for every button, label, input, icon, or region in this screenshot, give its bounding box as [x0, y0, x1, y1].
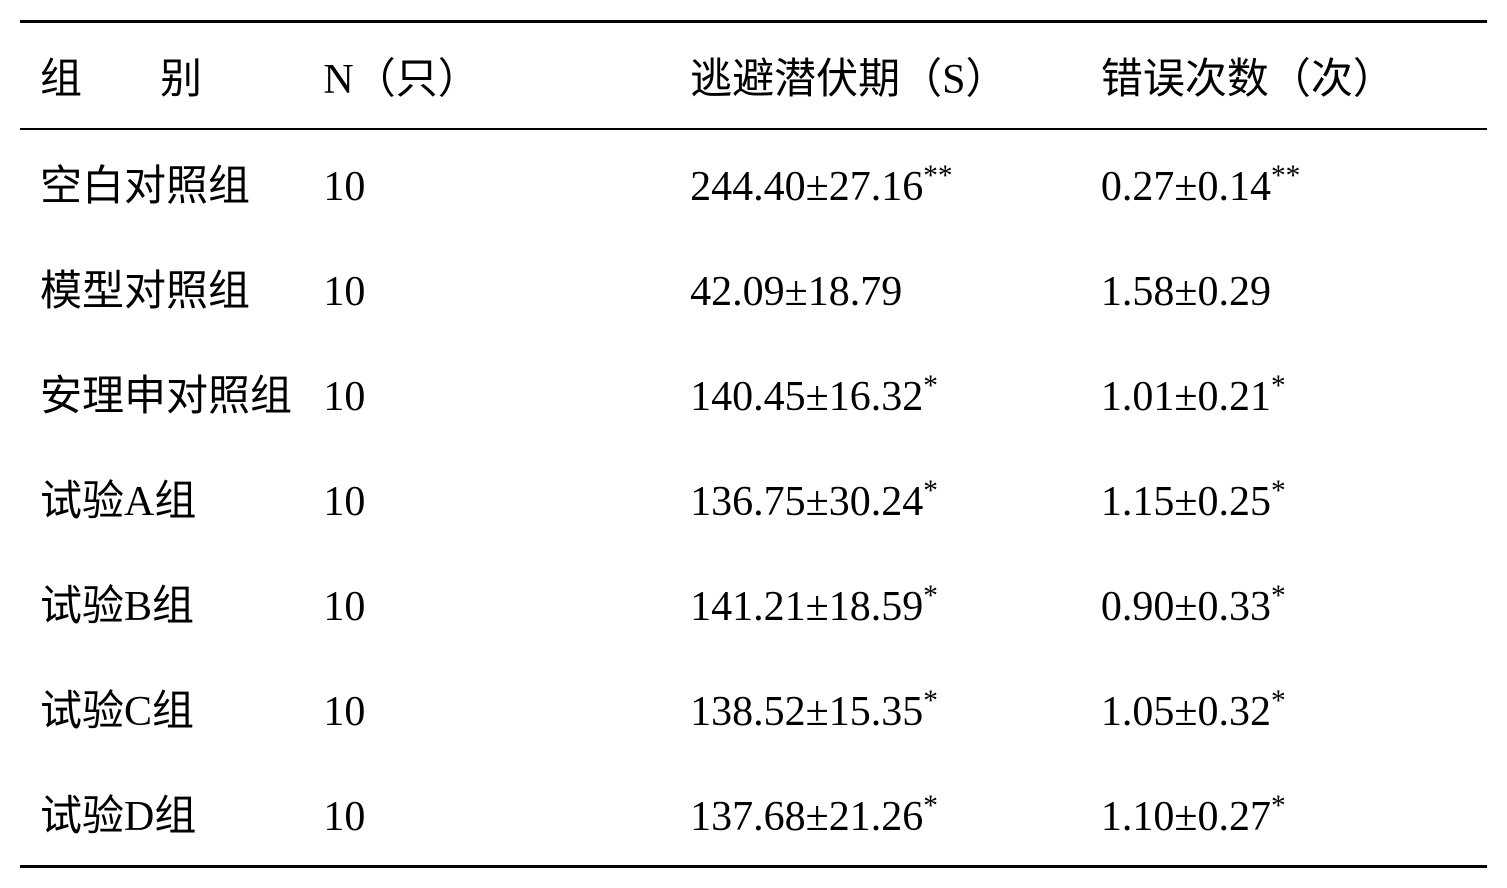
table-row: 模型对照组1042.09±18.79 1.58±0.29	[20, 235, 1487, 340]
latency-value: 138.52±15.35	[690, 689, 923, 735]
latency-significance: *	[923, 790, 938, 822]
cell-latency: 140.45±16.32*	[680, 340, 1091, 445]
errors-significance: **	[1271, 160, 1300, 192]
latency-significance: *	[923, 580, 938, 612]
cell-group: 空白对照组	[20, 129, 313, 235]
cell-latency: 136.75±30.24*	[680, 445, 1091, 550]
cell-latency: 244.40±27.16**	[680, 129, 1091, 235]
table-header-row: 组 别 N（只） 逃避潜伏期（S） 错误次数（次）	[20, 22, 1487, 130]
latency-value: 140.45±16.32	[690, 374, 923, 420]
cell-n: 10	[313, 235, 680, 340]
latency-significance: *	[923, 370, 938, 402]
errors-significance: *	[1271, 685, 1286, 717]
errors-significance: *	[1271, 370, 1286, 402]
cell-errors: 1.58±0.29	[1091, 235, 1487, 340]
cell-n: 10	[313, 445, 680, 550]
cell-errors: 1.10±0.27*	[1091, 760, 1487, 867]
table-row: 安理申对照组10140.45±16.32*1.01±0.21*	[20, 340, 1487, 445]
latency-value: 141.21±18.59	[690, 584, 923, 630]
errors-value: 1.15±0.25	[1101, 479, 1271, 525]
table-row: 空白对照组10244.40±27.16**0.27±0.14**	[20, 129, 1487, 235]
errors-value: 1.01±0.21	[1101, 374, 1271, 420]
cell-n: 10	[313, 340, 680, 445]
cell-errors: 1.05±0.32*	[1091, 655, 1487, 760]
table-body: 空白对照组10244.40±27.16**0.27±0.14**模型对照组104…	[20, 129, 1487, 867]
data-table: 组 别 N（只） 逃避潜伏期（S） 错误次数（次） 空白对照组10244.40±…	[20, 20, 1487, 868]
errors-significance: *	[1271, 475, 1286, 507]
cell-errors: 0.27±0.14**	[1091, 129, 1487, 235]
data-table-container: 组 别 N（只） 逃避潜伏期（S） 错误次数（次） 空白对照组10244.40±…	[20, 20, 1487, 868]
latency-significance: **	[923, 160, 952, 192]
errors-significance: *	[1271, 790, 1286, 822]
errors-value: 1.58±0.29	[1101, 269, 1271, 315]
latency-significance: *	[923, 685, 938, 717]
table-row: 试验D组10137.68±21.26*1.10±0.27*	[20, 760, 1487, 867]
cell-errors: 0.90±0.33*	[1091, 550, 1487, 655]
cell-latency: 42.09±18.79	[680, 235, 1091, 340]
cell-group: 试验A组	[20, 445, 313, 550]
errors-value: 0.27±0.14	[1101, 164, 1271, 210]
cell-errors: 1.15±0.25*	[1091, 445, 1487, 550]
column-header-latency: 逃避潜伏期（S）	[680, 22, 1091, 130]
cell-latency: 137.68±21.26*	[680, 760, 1091, 867]
table-row: 试验A组10136.75±30.24*1.15±0.25*	[20, 445, 1487, 550]
errors-significance: *	[1271, 580, 1286, 612]
cell-n: 10	[313, 550, 680, 655]
cell-n: 10	[313, 129, 680, 235]
cell-group: 试验D组	[20, 760, 313, 867]
cell-n: 10	[313, 760, 680, 867]
cell-errors: 1.01±0.21*	[1091, 340, 1487, 445]
latency-value: 136.75±30.24	[690, 479, 923, 525]
column-header-n: N（只）	[313, 22, 680, 130]
cell-group: 试验C组	[20, 655, 313, 760]
cell-latency: 138.52±15.35*	[680, 655, 1091, 760]
column-header-errors: 错误次数（次）	[1091, 22, 1487, 130]
cell-latency: 141.21±18.59*	[680, 550, 1091, 655]
errors-value: 1.10±0.27	[1101, 794, 1271, 840]
errors-value: 0.90±0.33	[1101, 584, 1271, 630]
table-row: 试验B组10141.21±18.59*0.90±0.33*	[20, 550, 1487, 655]
cell-group: 模型对照组	[20, 235, 313, 340]
errors-value: 1.05±0.32	[1101, 689, 1271, 735]
cell-n: 10	[313, 655, 680, 760]
table-row: 试验C组10138.52±15.35*1.05±0.32*	[20, 655, 1487, 760]
latency-value: 137.68±21.26	[690, 794, 923, 840]
latency-significance: *	[923, 475, 938, 507]
cell-group: 安理申对照组	[20, 340, 313, 445]
column-header-group: 组 别	[20, 22, 313, 130]
cell-group: 试验B组	[20, 550, 313, 655]
latency-value: 244.40±27.16	[690, 164, 923, 210]
latency-value: 42.09±18.79	[690, 269, 902, 315]
